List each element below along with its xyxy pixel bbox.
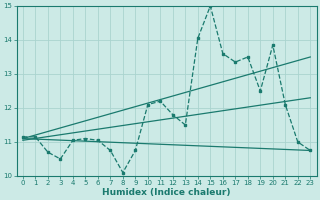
X-axis label: Humidex (Indice chaleur): Humidex (Indice chaleur) xyxy=(102,188,231,197)
